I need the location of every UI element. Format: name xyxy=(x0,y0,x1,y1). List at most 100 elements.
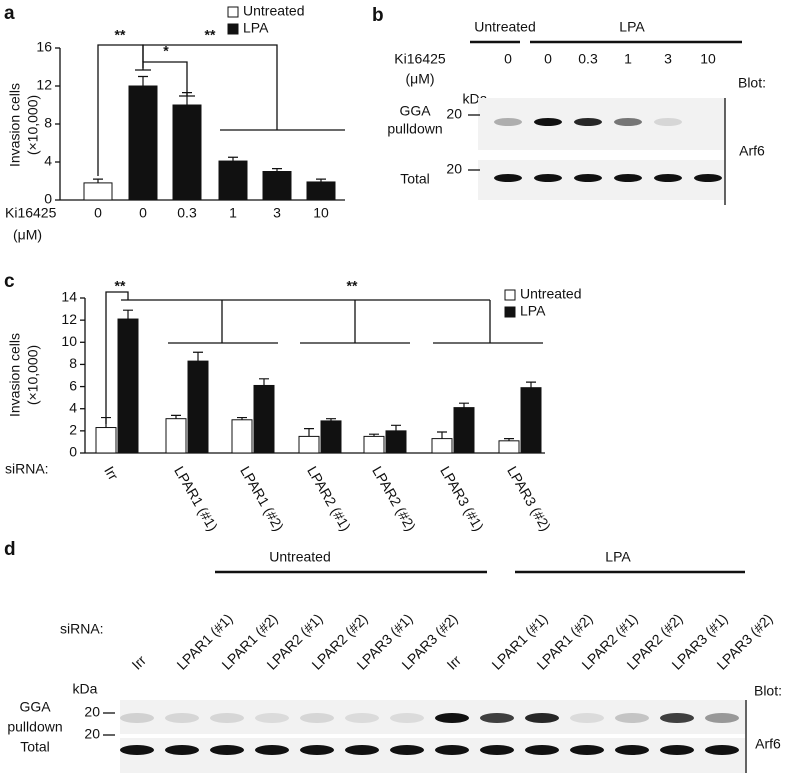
mw-marker: 20 xyxy=(84,726,100,742)
bar xyxy=(128,85,158,201)
x-tick-label: LPAR2 (#1) xyxy=(304,463,354,533)
bar xyxy=(520,387,542,454)
blot-band xyxy=(345,713,379,723)
x-tick-label: 3 xyxy=(273,205,281,221)
error-bar xyxy=(526,381,536,388)
y-tick-label: 12 xyxy=(61,311,77,327)
error-bar xyxy=(259,378,269,386)
blot-band xyxy=(570,745,604,755)
bar xyxy=(83,182,113,201)
y-axis-label: (×10,000) xyxy=(25,95,41,155)
significance: ** xyxy=(347,278,358,294)
bracket xyxy=(121,299,543,344)
y-tick-label: 16 xyxy=(36,39,52,55)
significance: ** xyxy=(115,278,126,294)
bar xyxy=(187,360,209,454)
blot-title: Blot: xyxy=(754,683,782,699)
error-bar xyxy=(437,431,447,439)
row-label: GGA xyxy=(19,699,51,715)
mw-marker: 20 xyxy=(446,161,462,177)
blot-band xyxy=(480,745,514,755)
blot-band xyxy=(210,713,244,723)
blot-band xyxy=(345,745,379,755)
row-label: pulldown xyxy=(7,719,62,735)
blot-band xyxy=(614,174,642,182)
panel-letter: b xyxy=(372,5,384,26)
x-tick-label: LPAR2 (#2) xyxy=(369,463,419,533)
y-tick-label: 8 xyxy=(44,115,52,131)
bar xyxy=(218,160,248,201)
blot-band xyxy=(574,174,602,182)
error-bar xyxy=(391,424,401,431)
blot-band xyxy=(390,745,424,755)
bar xyxy=(298,435,320,454)
y-axis-label: Invasion cells xyxy=(7,83,23,167)
y-tick-label: 0 xyxy=(69,444,77,460)
blot-band xyxy=(494,118,522,126)
x-tick-label: LPAR3 (#1) xyxy=(437,463,487,533)
error-bar xyxy=(193,351,203,362)
bar xyxy=(498,440,520,454)
x-tick-label: Irr xyxy=(101,463,122,483)
blot-strip xyxy=(120,738,745,773)
legend-swatch xyxy=(504,306,516,318)
blot-band xyxy=(525,745,559,755)
lane-label: 3 xyxy=(664,51,672,67)
blot-band xyxy=(210,745,244,755)
lane-label: 0.3 xyxy=(578,51,598,67)
legend-label: LPA xyxy=(520,303,546,319)
lane-label: Irr xyxy=(443,652,464,673)
legend-label: LPA xyxy=(243,20,269,36)
error-bar xyxy=(459,402,469,408)
blot-strip xyxy=(478,98,725,150)
blot-band xyxy=(574,118,602,126)
blot-band xyxy=(480,713,514,723)
lane-label: 1 xyxy=(624,51,632,67)
significance: * xyxy=(163,43,169,59)
lane-label: 0 xyxy=(544,51,552,67)
bar xyxy=(117,318,139,454)
antibody-label: Arf6 xyxy=(755,736,781,752)
x-tick-label: 0.3 xyxy=(177,205,197,221)
bar xyxy=(95,427,117,454)
blot-band xyxy=(615,713,649,723)
panel-letter: a xyxy=(4,3,15,24)
condition-title: siRNA: xyxy=(60,621,104,637)
blot-title: Blot: xyxy=(738,75,766,91)
blot-band xyxy=(300,713,334,723)
blot-band xyxy=(694,174,722,182)
y-tick-label: 8 xyxy=(69,355,77,371)
bar xyxy=(385,430,407,454)
row-label: Total xyxy=(400,171,430,187)
lane-label: 10 xyxy=(700,51,716,67)
group-label: Untreated xyxy=(269,549,330,565)
y-tick-label: 6 xyxy=(69,377,77,393)
blot-band xyxy=(300,745,334,755)
blot-band xyxy=(654,118,682,126)
blot-band xyxy=(534,118,562,126)
lane-label: Irr xyxy=(128,652,149,673)
lane-label: 0 xyxy=(504,51,512,67)
blot-band xyxy=(654,174,682,182)
blot-band xyxy=(435,713,469,723)
row-label: Total xyxy=(20,739,50,755)
blot-band xyxy=(255,745,289,755)
blot-band xyxy=(494,174,522,182)
mw-marker: 20 xyxy=(446,106,462,122)
significance: ** xyxy=(205,27,216,43)
panel-letter: d xyxy=(4,539,16,560)
x-tick-label: 0 xyxy=(139,205,147,221)
antibody-label: Arf6 xyxy=(739,143,765,159)
bar xyxy=(262,171,292,201)
blot-band xyxy=(705,745,739,755)
bar xyxy=(231,419,253,454)
kda-label: kDa xyxy=(73,681,98,697)
bracket xyxy=(135,61,195,97)
bar xyxy=(431,438,453,454)
category-title: siRNA: xyxy=(5,461,49,477)
blot-band xyxy=(390,713,424,723)
legend-swatch xyxy=(227,6,239,18)
x-tick-label: 1 xyxy=(229,205,237,221)
legend-label: Untreated xyxy=(243,3,304,19)
